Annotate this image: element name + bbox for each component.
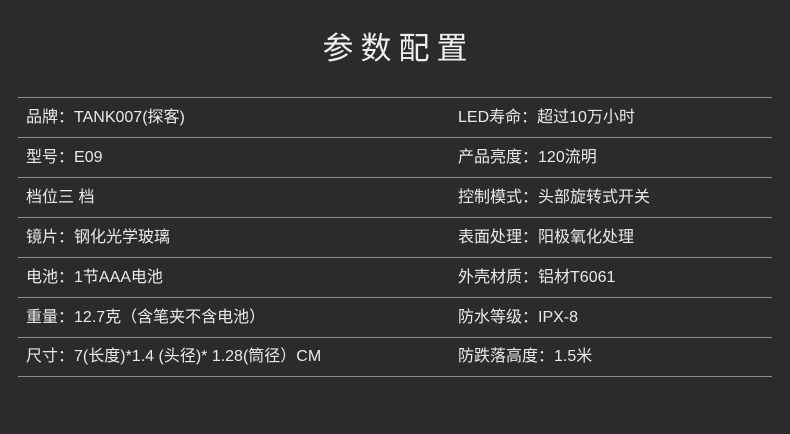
spec-cell-modes: 档位 三 档 [26, 188, 95, 206]
spec-label: 控制模式： [458, 188, 539, 206]
spec-label: 产品亮度： [458, 148, 539, 166]
spec-cell-control-mode: 控制模式： 头部旋转式开关 [458, 188, 651, 206]
table-row: 型号： E09 产品亮度： 120流明 [18, 137, 772, 177]
spec-value: 头部旋转式开关 [538, 188, 651, 206]
spec-label: 档位 [26, 188, 59, 206]
spec-label: 防跌落高度： [458, 348, 555, 365]
spec-cell-waterproof-rating: 防水等级： IPX-8 [458, 308, 579, 326]
spec-cell-weight: 重量： 12.7克（含笔夹不含电池） [26, 308, 266, 326]
spec-cell-brightness: 产品亮度： 120流明 [458, 148, 597, 166]
spec-table: 品牌： TANK007(探客) LED寿命： 超过10万小时 型号： E09 产… [18, 97, 772, 377]
table-row: 电池： 1节AAA电池 外壳材质： 铝材T6061 [18, 257, 772, 297]
table-row: 镜片： 钢化光学玻璃 表面处理： 阳极氧化处理 [18, 217, 772, 257]
spec-cell-battery: 电池： 1节AAA电池 [26, 268, 163, 286]
spec-label: 型号： [26, 148, 75, 166]
spec-cell-led-life: LED寿命： 超过10万小时 [458, 108, 635, 126]
spec-value: 超过10万小时 [537, 108, 635, 126]
spec-cell-lens: 镜片： 钢化光学玻璃 [26, 228, 171, 246]
spec-label: 表面处理： [458, 228, 539, 246]
spec-label: 尺寸： [26, 348, 75, 365]
spec-value: 三 档 [58, 188, 95, 206]
spec-value: E09 [74, 148, 103, 166]
spec-value: 1节AAA电池 [74, 268, 163, 286]
spec-value: 钢化光学玻璃 [74, 228, 171, 246]
table-row: 尺寸： 7(长度)*1.4 (头径)* 1.28(筒径）CM 防跌落高度： 1.… [18, 337, 772, 377]
table-row: 重量： 12.7克（含笔夹不含电池） 防水等级： IPX-8 [18, 297, 772, 337]
spec-label: 防水等级： [458, 308, 539, 326]
spec-value: 铝材T6061 [538, 268, 616, 286]
spec-value: 7(长度)*1.4 (头径)* 1.28(筒径）CM [74, 348, 322, 365]
spec-cell-dimensions: 尺寸： 7(长度)*1.4 (头径)* 1.28(筒径）CM [26, 349, 321, 365]
page-title: 参数配置 [322, 31, 475, 66]
spec-cell-brand: 品牌： TANK007(探客) [26, 108, 185, 126]
spec-value: 1.5米 [554, 348, 593, 365]
spec-value: 阳极氧化处理 [538, 228, 635, 246]
spec-label: 镜片： [26, 228, 75, 246]
spec-cell-housing-material: 外壳材质： 铝材T6061 [458, 268, 616, 286]
spec-label: LED寿命： [458, 108, 538, 126]
spec-value: 120流明 [538, 148, 597, 166]
spec-value: IPX-8 [538, 308, 579, 326]
title-area: 参数配置 [0, 0, 790, 97]
spec-label: 外壳材质： [458, 268, 539, 286]
spec-cell-surface-finish: 表面处理： 阳极氧化处理 [458, 228, 635, 246]
spec-label: 重量： [26, 308, 75, 326]
spec-value: TANK007(探客) [74, 108, 185, 126]
spec-cell-model: 型号： E09 [26, 148, 103, 166]
spec-label: 电池： [26, 268, 75, 286]
table-row: 品牌： TANK007(探客) LED寿命： 超过10万小时 [18, 97, 772, 137]
table-row: 档位 三 档 控制模式： 头部旋转式开关 [18, 177, 772, 217]
spec-cell-drop-resistance: 防跌落高度： 1.5米 [458, 349, 592, 365]
spec-value: 12.7克（含笔夹不含电池） [74, 308, 266, 326]
spec-label: 品牌： [26, 108, 75, 126]
